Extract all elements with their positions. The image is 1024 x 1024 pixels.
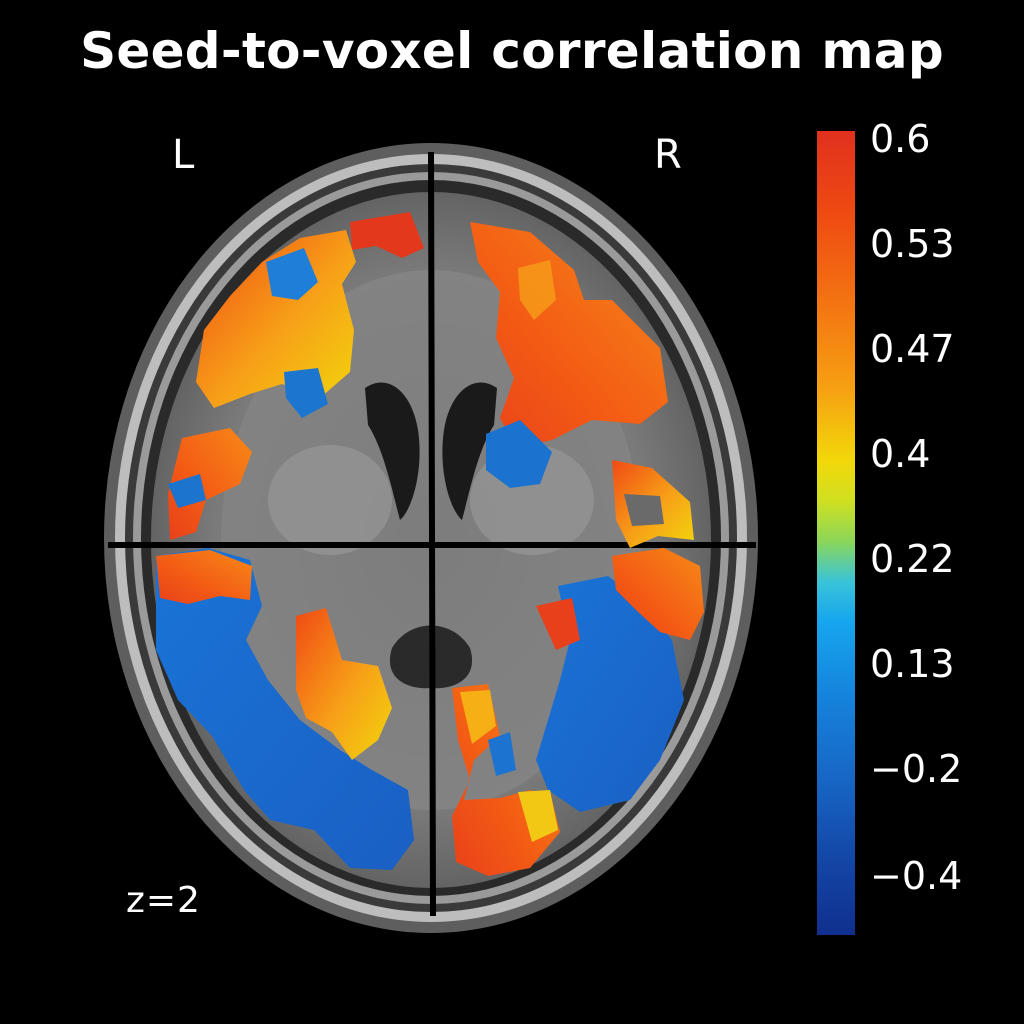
colorbar-tick: −0.2 <box>870 747 963 791</box>
colorbar <box>817 131 855 935</box>
slice-coordinate-label: z=2 <box>126 880 201 921</box>
hemisphere-label-left: L <box>172 132 195 178</box>
crosshair-vertical <box>428 151 436 917</box>
colorbar-tick: 0.53 <box>870 222 955 266</box>
colorbar-tick: 0.4 <box>870 432 931 476</box>
lateral-ventricles <box>365 382 420 520</box>
activation-left-frontal <box>168 212 424 540</box>
colorbar-tick: 0.6 <box>870 117 931 161</box>
activation-right-posterior <box>452 548 704 876</box>
figure-title: Seed-to-voxel correlation map <box>80 22 944 80</box>
hemisphere-label-right: R <box>654 132 682 178</box>
colorbar-tick: −0.4 <box>870 854 963 898</box>
colorbar-tick: 0.22 <box>870 537 955 581</box>
activation-left-posterior <box>156 548 414 870</box>
colorbar-tick: 0.47 <box>870 327 955 371</box>
colorbar-tick: 0.13 <box>870 642 955 686</box>
activation-right-frontal <box>470 222 694 548</box>
